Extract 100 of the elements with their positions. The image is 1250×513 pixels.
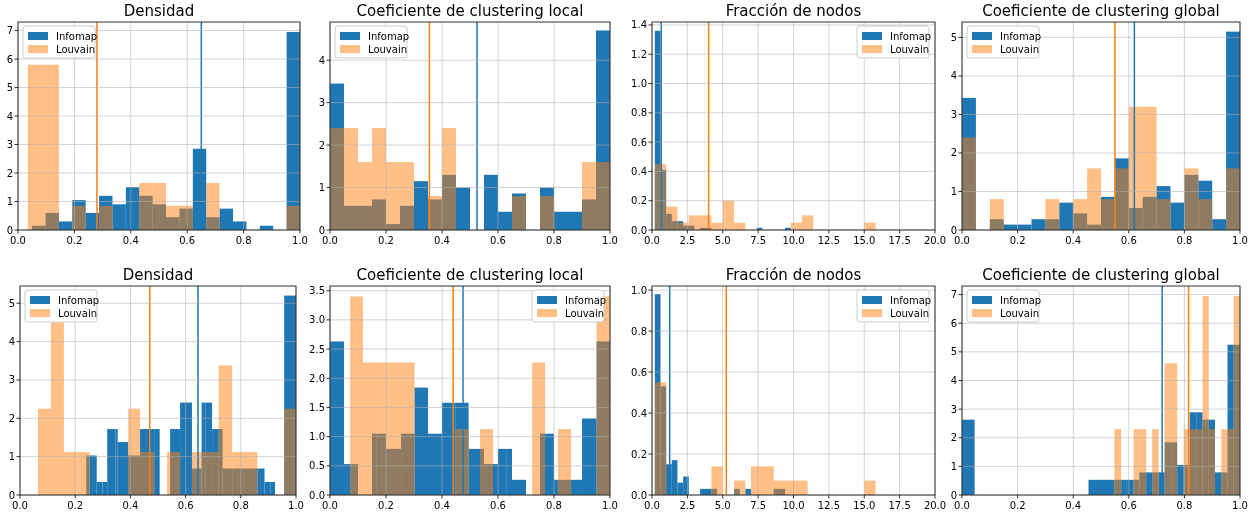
chart-title: Fracción de nodos: [725, 2, 862, 20]
x-tick-label: 1.0: [602, 235, 618, 246]
y-tick-label: 7: [6, 25, 13, 37]
y-tick-label: 5: [6, 82, 13, 94]
legend-label: Louvain: [56, 44, 96, 55]
y-tick-label: 3.5: [309, 285, 325, 297]
y-tick-label: 2: [950, 147, 957, 159]
x-tick-label: 0.2: [1009, 235, 1026, 246]
y-tick-label: 0.6: [631, 366, 647, 378]
x-tick-label: 10.0: [782, 500, 805, 511]
x-tick-label: 1.0: [1232, 500, 1248, 511]
x-tick-label: 0.4: [1065, 235, 1082, 246]
x-tick-label: 0.2: [67, 500, 84, 511]
legend-label: Infomap: [58, 295, 100, 306]
x-tick-label: 0.4: [434, 235, 450, 246]
chart-title: Coeficiente de clustering local: [356, 2, 584, 20]
y-tick-label: 4: [950, 374, 957, 386]
legend-label: Infomap: [565, 295, 607, 306]
y-tick-label: 1: [6, 196, 13, 208]
y-tick-label: 0.0: [631, 224, 647, 236]
y-tick-label: 4: [8, 336, 15, 348]
legend-label: Louvain: [890, 308, 930, 319]
x-tick-label: 0.4: [122, 500, 139, 511]
x-tick-label: 0.2: [378, 500, 394, 511]
y-tick-label: 3: [318, 97, 325, 109]
y-tick-label: 0.4: [631, 407, 647, 419]
x-tick-label: 0.8: [235, 235, 252, 246]
x-tick-label: 0.2: [66, 235, 83, 246]
x-tick-label: 12.5: [817, 235, 841, 246]
y-tick-label: 5: [950, 346, 957, 358]
y-tick-label: 0: [950, 224, 957, 236]
x-tick-label: 0.6: [1120, 235, 1137, 246]
x-tick-label: 5.0: [714, 500, 731, 511]
y-tick-label: 0: [8, 489, 15, 501]
y-tick-label: 2: [8, 412, 15, 424]
y-tick-label: 4: [318, 54, 325, 66]
y-tick-label: 0.8: [631, 107, 647, 119]
x-tick-label: 17.5: [888, 500, 911, 511]
x-tick-label: 0.8: [546, 235, 562, 246]
x-tick-label: 5.0: [714, 235, 731, 246]
x-tick-label: 0.0: [644, 235, 660, 246]
x-tick-label: 1.0: [292, 235, 308, 246]
y-tick-label: 0.2: [631, 448, 647, 460]
chart-title: Densidad: [123, 2, 195, 20]
y-tick-label: 1.4: [631, 19, 647, 31]
y-tick-label: 3: [8, 374, 15, 386]
x-tick-label: 0.6: [1120, 500, 1137, 511]
x-tick-label: 0.8: [1176, 235, 1193, 246]
y-tick-label: 1.0: [631, 284, 647, 296]
y-tick-label: 0.5: [309, 460, 325, 472]
y-tick-label: 5: [950, 31, 957, 43]
y-tick-label: 1: [950, 460, 957, 472]
x-tick-label: 0.8: [232, 500, 249, 511]
x-tick-label: 2.5: [679, 235, 696, 246]
y-tick-label: 6: [950, 317, 957, 329]
y-tick-label: 1.2: [631, 48, 647, 60]
legend-label: Infomap: [1000, 295, 1042, 306]
y-tick-label: 2: [6, 167, 13, 179]
y-tick-label: 1.0: [309, 431, 325, 443]
legend-label: Louvain: [1000, 44, 1040, 55]
x-tick-label: 0.2: [378, 235, 394, 246]
x-tick-label: 0.8: [546, 500, 562, 511]
y-tick-label: 1: [318, 182, 325, 194]
y-tick-label: 2: [318, 139, 325, 151]
x-tick-label: 7.5: [750, 500, 767, 511]
y-tick-label: 0.4: [631, 165, 647, 177]
legend-label: Infomap: [890, 295, 932, 306]
chart-title: Coeficiente de clustering global: [982, 2, 1220, 20]
y-tick-label: 4: [950, 70, 957, 82]
x-tick-label: 17.5: [888, 235, 911, 246]
x-tick-label: 0.6: [179, 235, 196, 246]
y-tick-label: 1.0: [631, 78, 647, 90]
chart-title: Densidad: [122, 266, 194, 284]
y-tick-label: 2: [950, 432, 957, 444]
y-tick-label: 3: [950, 108, 957, 120]
legend-label: Infomap: [368, 31, 410, 42]
x-tick-label: 0.6: [177, 500, 194, 511]
y-tick-label: 0: [950, 489, 957, 501]
chart-title: Fracción de nodos: [725, 266, 862, 284]
y-tick-label: 0.0: [309, 489, 325, 501]
x-tick-label: 20.0: [923, 500, 947, 511]
y-tick-label: 4: [6, 110, 13, 122]
x-tick-label: 0.6: [490, 235, 506, 246]
x-tick-label: 7.5: [750, 235, 767, 246]
x-tick-label: 0.6: [490, 500, 506, 511]
x-tick-label: 1.0: [288, 500, 304, 511]
legend-label: Louvain: [890, 44, 930, 55]
x-tick-label: 0.4: [1065, 500, 1082, 511]
x-tick-label: 12.5: [817, 500, 841, 511]
legend-label: Louvain: [1000, 308, 1040, 319]
x-tick-label: 15.0: [853, 235, 876, 246]
y-tick-label: 3: [950, 403, 957, 415]
x-tick-label: 10.0: [782, 235, 805, 246]
y-tick-label: 3.0: [309, 314, 325, 326]
legend-label: Infomap: [1000, 31, 1042, 42]
legend-label: Louvain: [565, 308, 605, 319]
x-tick-label: 1.0: [1232, 235, 1248, 246]
legend-label: Louvain: [58, 308, 98, 319]
legend-label: Infomap: [890, 31, 932, 42]
y-tick-label: 7: [950, 289, 957, 301]
